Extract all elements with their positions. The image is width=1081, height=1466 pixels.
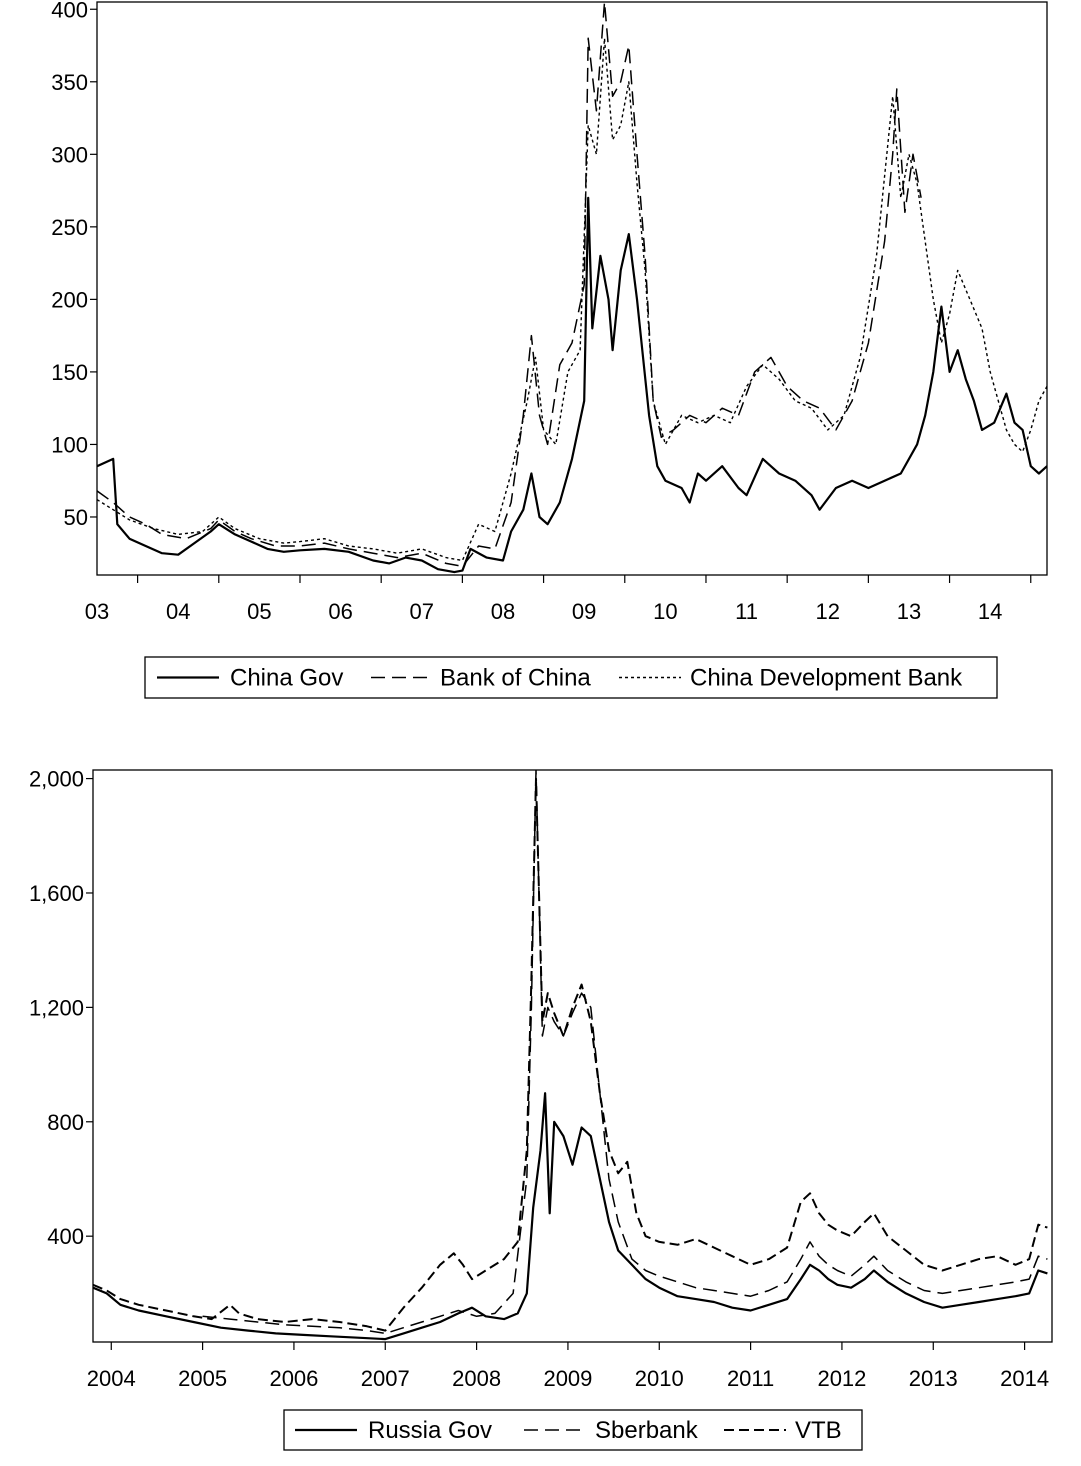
y-tick-label: 300 — [51, 142, 88, 167]
series-line-sberbank — [202, 770, 1048, 1335]
legend-label: China Gov — [230, 665, 343, 692]
x-tick-label: 13 — [897, 599, 921, 624]
x-tick-label: 07 — [410, 599, 434, 624]
x-tick-label: 2009 — [543, 1366, 592, 1391]
x-tick-label: 2012 — [817, 1366, 866, 1391]
x-tick-label: 10 — [653, 599, 677, 624]
y-tick-label: 2,000 — [29, 767, 84, 792]
x-tick-label: 2008 — [452, 1366, 501, 1391]
y-tick-label: 250 — [51, 215, 88, 240]
y-tick-label: 1,200 — [29, 995, 84, 1020]
series-line-vtb — [93, 777, 1048, 1332]
y-tick-label: 1,600 — [29, 881, 84, 906]
series-line-russia-gov — [93, 1092, 1048, 1341]
x-tick-label: 12 — [816, 599, 840, 624]
y-tick-label: 50 — [64, 505, 88, 530]
legend-box — [144, 656, 998, 699]
x-tick-label: 06 — [328, 599, 352, 624]
x-tick-label: 2005 — [178, 1366, 227, 1391]
x-tick-label: 2007 — [361, 1366, 410, 1391]
y-tick-label: 200 — [51, 287, 88, 312]
x-tick-label: 08 — [491, 599, 515, 624]
y-tick-label: 400 — [47, 1224, 84, 1249]
y-tick-label: 150 — [51, 360, 88, 385]
plot-frame — [96, 1, 1048, 576]
x-tick-label: 03 — [85, 599, 109, 624]
x-tick-label: 2010 — [635, 1366, 684, 1391]
legend-label: VTB — [795, 1417, 842, 1444]
legend-label: Russia Gov — [368, 1417, 492, 1444]
series-line-china-development-bank — [97, 37, 1047, 562]
x-tick-label: 14 — [978, 599, 1002, 624]
china-cds-chart-panel: 50 100 150 200 250 300 350 400 03 04 05 06 07 08 09 10 1… — [0, 0, 1081, 720]
x-tick-label: 11 — [735, 599, 758, 624]
x-tick-label: 2011 — [727, 1366, 774, 1391]
china-cds-chart: 50 100 150 200 250 300 350 400 03 04 05 06 07 08 09 10 1… — [51, 0, 1048, 699]
y-tick-label: 100 — [51, 432, 88, 457]
series-line-china-gov — [97, 196, 1047, 574]
legend-label: China Development Bank — [690, 665, 963, 692]
y-tick-label: 350 — [51, 70, 88, 95]
legend-label: Sberbank — [595, 1417, 699, 1444]
legend-label: Bank of China — [440, 665, 591, 692]
russia-cds-chart-panel: 400 800 1,200 1,600 2,000 2004 2005 2006 2007 200… — [0, 720, 1081, 1466]
x-tick-label: 2013 — [909, 1366, 958, 1391]
x-tick-label: 2014 — [1000, 1366, 1049, 1391]
x-tick-label: 09 — [572, 599, 596, 624]
y-tick-label: 800 — [47, 1110, 84, 1135]
russia-cds-chart: 400 800 1,200 1,600 2,000 2004 2005 2006 2007 200… — [29, 767, 1053, 1451]
x-tick-label: 2004 — [87, 1366, 136, 1391]
x-tick-label: 2006 — [269, 1366, 318, 1391]
x-tick-label: 04 — [166, 599, 190, 624]
y-tick-label: 400 — [51, 0, 88, 22]
plot-frame — [92, 769, 1053, 1343]
x-tick-label: 05 — [247, 599, 271, 624]
